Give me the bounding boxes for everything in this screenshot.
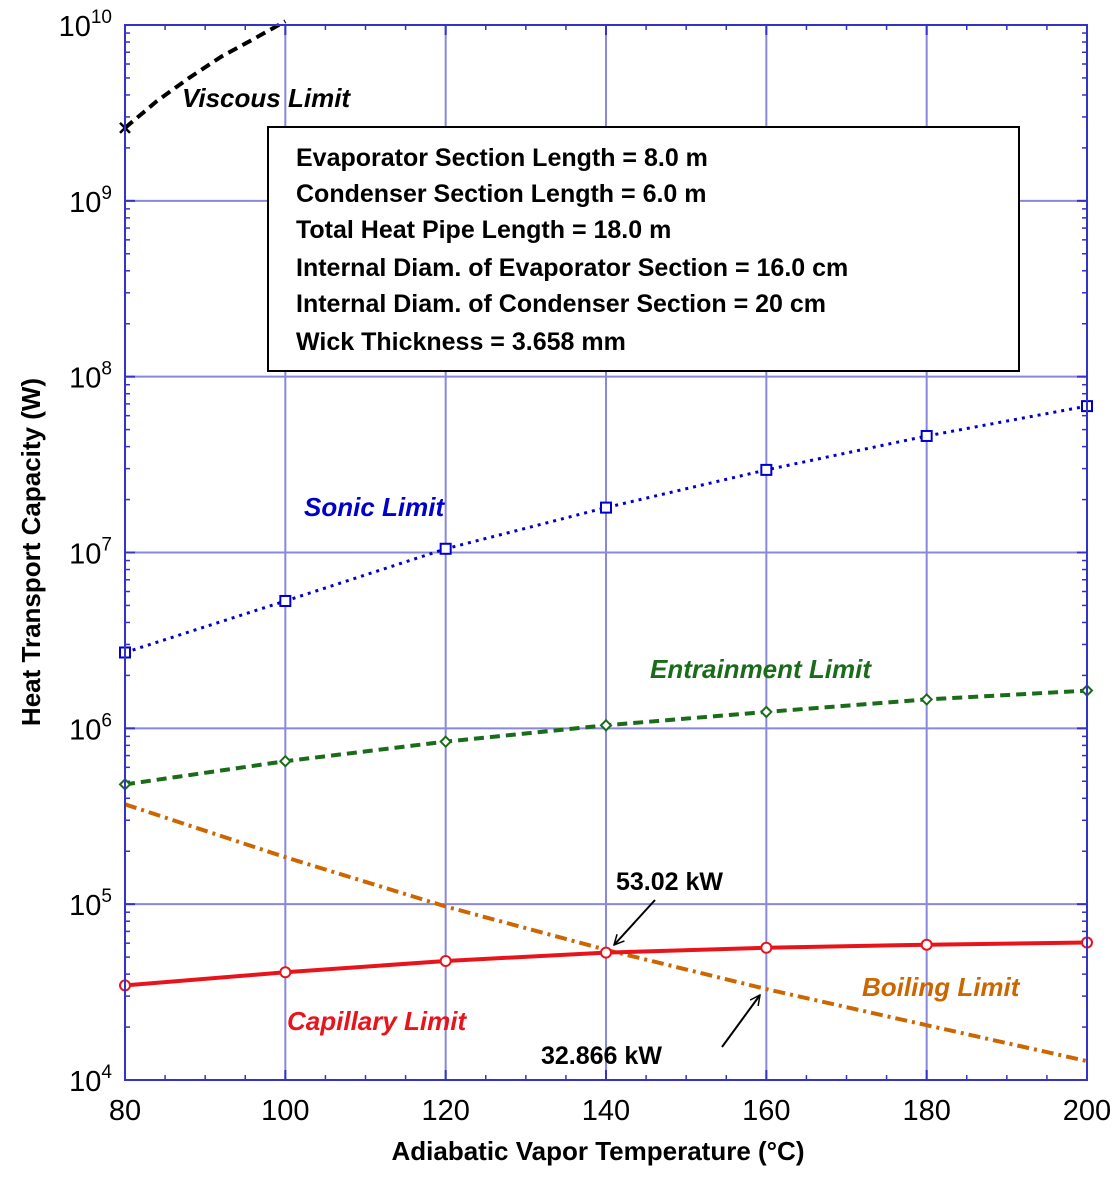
series-label-entrainment: Entrainment Limit [650,654,872,684]
info-line: Evaporator Section Length = 8.0 m [296,144,708,172]
entrainment-limit-point [439,735,453,749]
series-label-sonic: Sonic Limit [304,492,445,522]
series-label-boiling: Boiling Limit [862,972,1021,1002]
info-box-frame [267,126,1020,372]
x-tick-label: 160 [742,1095,790,1127]
y-axis-title: Heat Transport Capacity (W) [16,378,46,726]
y-tick-labels: 104 105 106 107 108 109 1010 [59,7,113,1098]
capillary-limit-point [920,938,933,951]
annotation-label: 53.02 kW [616,868,723,896]
capillary-limit-point [279,966,292,979]
sonic-limit-point [760,463,773,476]
series-label-capillary: Capillary Limit [287,1006,467,1036]
sonic-limit-point [600,501,612,514]
y-tick-label: 108 [69,359,112,395]
annotation-arrow [721,995,760,1048]
plot-frame [124,24,1088,1081]
sonic-limit-point [279,594,292,607]
info-box: Evaporator Section Length = 8.0 m Conden… [267,126,1020,372]
x-tick-label: 100 [261,1095,309,1127]
info-line: Internal Diam. of Evaporator Section = 1… [296,254,848,282]
x-tick-label: 140 [582,1095,630,1127]
info-line: Wick Thickness = 3.658 mm [296,328,626,356]
info-line: Condenser Section Length = 6.0 m [296,180,707,208]
x-tick-label: 120 [421,1095,469,1127]
capillary-limit-point [760,941,773,954]
y-tick-label: 105 [69,886,112,922]
entrainment-limit-point [759,705,773,719]
info-line: Total Heat Pipe Length = 18.0 m [296,216,671,244]
annotation-label: 32.866 kW [541,1042,662,1070]
x-tick-label: 80 [109,1095,141,1127]
series-label-viscous: Viscous Limit [182,83,351,113]
annotation-arrow [614,899,656,945]
y-tick-label: 107 [69,535,112,571]
capillary-limit-point [439,955,452,968]
y-tick-label: 109 [69,183,112,219]
entrainment-limit-point [920,693,934,706]
sonic-limit-point [920,429,933,442]
viscous-limit-line [123,19,287,130]
x-axis-title: Adiabatic Vapor Temperature (°C) [391,1136,804,1166]
y-tick-label: 1010 [59,7,112,43]
x-tick-label: 200 [1063,1095,1111,1127]
entrainment-limit-point [599,718,613,732]
sonic-limit-point [439,542,452,555]
info-line: Internal Diam. of Condenser Section = 20… [296,290,826,318]
y-tick-label: 106 [69,710,112,746]
y-tick-label: 104 [69,1062,112,1098]
capillary-limit-point [600,946,612,959]
entrainment-limit-point [278,754,292,768]
x-tick-labels: 80 100 120 140 160 180 200 [109,1095,1111,1127]
x-tick-label: 180 [902,1095,950,1127]
